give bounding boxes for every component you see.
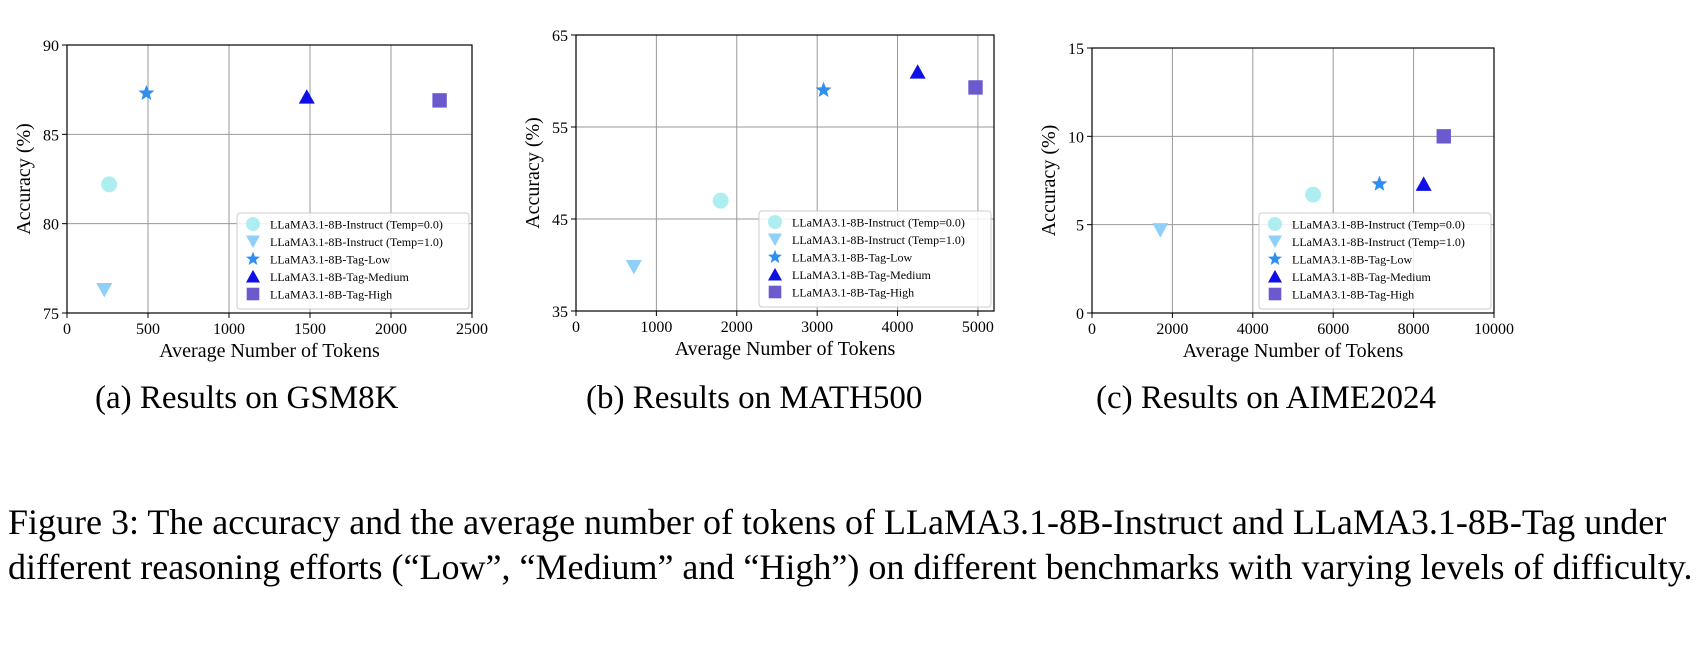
x-tick-label: 2000 — [721, 319, 753, 336]
data-point — [815, 81, 832, 97]
legend-marker — [768, 285, 782, 299]
legend-label: LLaMA3.1-8B-Instruct (Temp=0.0) — [792, 216, 965, 230]
legend-marker — [246, 287, 260, 301]
data-point — [625, 260, 642, 275]
legend-marker — [768, 267, 782, 281]
x-tick-label: 2500 — [456, 321, 488, 338]
data-point — [138, 84, 155, 101]
legend-label: LLaMA3.1-8B-Instruct (Temp=1.0) — [792, 233, 965, 247]
data-point — [968, 80, 983, 95]
y-axis-label: Accuracy (%) — [522, 117, 544, 229]
legend-box — [758, 210, 992, 308]
legend-box — [1258, 212, 1492, 310]
data-point — [1152, 223, 1169, 238]
legend-label: LLaMA3.1-8B-Tag-Low — [792, 251, 912, 265]
legend-marker — [768, 233, 782, 247]
legend-marker — [1268, 287, 1282, 301]
legend-label: LLaMA3.1-8B-Instruct (Temp=0.0) — [270, 218, 443, 232]
data-point — [298, 89, 315, 104]
legend-box — [236, 212, 470, 310]
y-tick-label: 85 — [43, 127, 59, 144]
legend-label: LLaMA3.1-8B-Tag-Low — [270, 253, 390, 267]
data-point — [1371, 175, 1388, 191]
y-tick-label: 55 — [552, 120, 568, 137]
x-tick-label: 2000 — [1156, 321, 1188, 338]
plot-frame — [66, 44, 473, 314]
x-tick-label: 6000 — [1317, 321, 1349, 338]
legend-label: LLaMA3.1-8B-Tag-Low — [1292, 253, 1412, 267]
y-tick-label: 90 — [43, 38, 59, 55]
x-tick-label: 4000 — [882, 319, 914, 336]
chart-math500: 0 1000 2000 3000 4000 5000 35 45 55 65 Average Num… — [522, 28, 995, 360]
data-point — [1436, 129, 1451, 144]
y-tick-label: 10 — [1068, 129, 1084, 146]
x-tick-label: 4000 — [1237, 321, 1269, 338]
x-axis-label: Average Number of Tokens — [675, 338, 896, 360]
x-tick-label: 1000 — [213, 321, 245, 338]
data-point — [1305, 186, 1322, 203]
y-tick-label: 80 — [43, 217, 59, 234]
chart-aime2024: 0 2000 4000 6000 8000 10000 0 5 10 15 Average Numb… — [1038, 41, 1514, 362]
y-tick-label: 5 — [1076, 218, 1084, 235]
y-tick-label: 35 — [552, 304, 568, 321]
data-point — [909, 64, 926, 79]
legend-marker — [246, 235, 260, 249]
y-tick-label: 65 — [552, 28, 568, 45]
data-point — [96, 282, 113, 298]
x-tick-label: 0 — [1088, 321, 1096, 338]
y-axis-label: Accuracy (%) — [1038, 125, 1060, 237]
y-tick-label: 45 — [552, 212, 568, 229]
plot-frame — [1091, 47, 1495, 314]
y-axis-label: Accuracy (%) — [13, 123, 35, 235]
x-tick-label: 500 — [136, 321, 160, 338]
x-tick-label: 0 — [63, 321, 71, 338]
legend-label: LLaMA3.1-8B-Instruct (Temp=0.0) — [1292, 218, 1465, 232]
legend-label: LLaMA3.1-8B-Instruct (Temp=1.0) — [1292, 235, 1465, 249]
x-tick-label: 0 — [572, 319, 580, 336]
legend-label: LLaMA3.1-8B-Tag-Medium — [270, 270, 409, 284]
figure-caption: Figure 3: The accuracy and the average n… — [8, 502, 1693, 587]
chart-gsm8k: 0 500 1000 1500 2000 2500 75 80 85 90 Average Numb… — [13, 38, 488, 362]
x-tick-label: 2000 — [375, 321, 407, 338]
legend-label: LLaMA3.1-8B-Tag-Medium — [792, 268, 931, 282]
legend-marker — [768, 249, 782, 263]
legend-marker — [246, 251, 260, 265]
x-tick-label: 3000 — [801, 319, 833, 336]
x-axis-label: Average Number of Tokens — [1183, 340, 1404, 362]
y-tick-label: 0 — [1076, 306, 1084, 323]
legend-marker — [768, 215, 782, 229]
legend-marker — [1268, 217, 1282, 231]
x-tick-label: 1000 — [640, 319, 672, 336]
plot-frame — [575, 34, 995, 312]
legend-label: LLaMA3.1-8B-Tag-High — [270, 288, 392, 302]
x-tick-label: 8000 — [1398, 321, 1430, 338]
legend-label: LLaMA3.1-8B-Tag-High — [792, 286, 914, 300]
y-tick-label: 15 — [1068, 41, 1084, 58]
caption-math500: (b) Results on MATH500 — [586, 380, 923, 416]
legend-label: LLaMA3.1-8B-Tag-Medium — [1292, 270, 1431, 284]
legend-marker — [246, 217, 260, 231]
data-point — [101, 176, 118, 193]
legend-marker — [246, 269, 260, 283]
legend-marker — [1268, 251, 1282, 265]
x-tick-label: 5000 — [962, 319, 994, 336]
x-tick-label: 10000 — [1474, 321, 1514, 338]
data-point — [1415, 176, 1432, 191]
y-tick-label: 75 — [43, 306, 59, 323]
data-point — [432, 93, 447, 108]
caption-aime2024: (c) Results on AIME2024 — [1096, 380, 1437, 416]
legend-label: LLaMA3.1-8B-Tag-High — [1292, 288, 1414, 302]
legend-label: LLaMA3.1-8B-Instruct (Temp=1.0) — [270, 235, 443, 249]
x-axis-label: Average Number of Tokens — [159, 340, 380, 362]
caption-gsm8k: (a) Results on GSM8K — [95, 380, 399, 416]
legend-marker — [1268, 235, 1282, 249]
x-tick-label: 1500 — [294, 321, 326, 338]
legend-marker — [1268, 269, 1282, 283]
data-point — [712, 192, 729, 209]
